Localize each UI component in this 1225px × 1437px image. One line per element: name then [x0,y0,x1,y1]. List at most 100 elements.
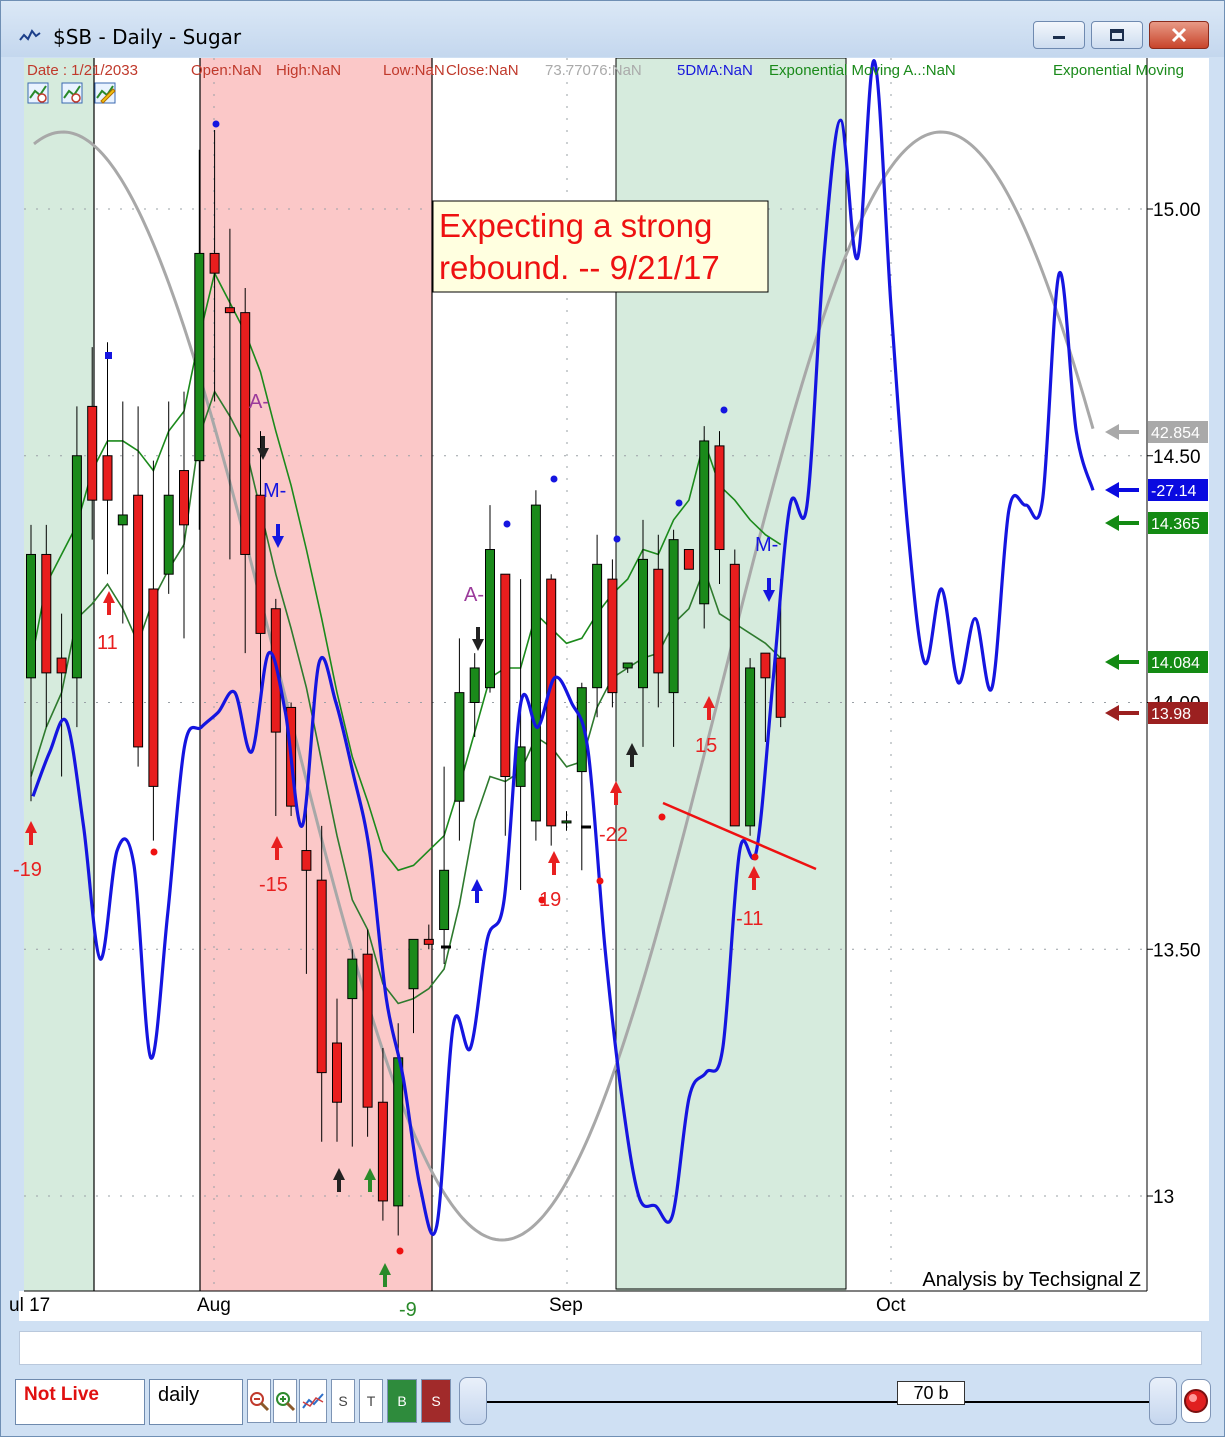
candle[interactable] [102,342,113,575]
sell-arrow-icon [763,578,775,602]
arrow-shape [471,879,483,903]
close-button[interactable] [1149,21,1209,49]
low-signal-dot [396,1247,404,1255]
candle[interactable] [316,825,327,1142]
scroll-right-thumb[interactable] [1149,1377,1177,1425]
buy-arrow-icon [610,781,622,805]
scroll-track[interactable] [481,1401,1165,1403]
candle[interactable] [500,573,511,836]
candle[interactable] [41,524,52,728]
signal-label: 15 [695,735,717,757]
candle-body [102,455,113,501]
candle[interactable] [332,998,342,1142]
candle[interactable] [469,653,480,738]
indicator-button[interactable] [299,1379,327,1423]
annotation-box[interactable]: Expecting a strong rebound. -- 9/21/17 [432,200,769,293]
candle[interactable] [561,811,572,831]
buy-arrow-icon [748,866,760,890]
buy-arrow-icon [271,836,283,860]
candle[interactable] [530,490,541,841]
candle[interactable] [408,938,419,1034]
live-status-button[interactable]: Not Live [15,1379,145,1425]
high-signal-dot [720,406,728,414]
candle[interactable] [576,682,587,871]
candle[interactable] [133,406,144,767]
candle[interactable] [454,638,465,841]
candle[interactable] [729,549,740,827]
candle[interactable] [362,929,373,1137]
candle[interactable] [485,505,495,693]
candle[interactable] [607,559,618,708]
t-button[interactable]: T [359,1379,383,1423]
close-icon [1150,22,1208,48]
candle[interactable] [240,287,251,654]
candle[interactable] [745,658,756,836]
candle[interactable] [638,519,648,747]
candle[interactable] [194,149,205,530]
info-field: 5DMA:NaN [677,62,753,79]
arrow-shape [25,821,37,845]
scroll-left-thumb[interactable] [459,1377,487,1425]
sell-button[interactable]: S [421,1379,451,1423]
period-selector[interactable]: daily [149,1379,243,1425]
candle[interactable] [163,401,174,594]
buy-arrow-icon [333,1168,345,1192]
bar-count-display[interactable]: 70 b [897,1381,965,1405]
chart-tool-icon-2[interactable] [61,82,83,104]
low-signal-dot [751,853,759,861]
candle-body [71,455,82,679]
candle[interactable] [683,549,694,570]
zoom-out-button[interactable] [247,1379,271,1423]
candle[interactable] [423,924,434,950]
price-tag-label: 42.854 [1151,425,1200,442]
candle[interactable] [209,130,220,402]
candle[interactable] [26,524,36,802]
price-tag: 42.854 [1105,421,1208,443]
candle[interactable] [87,347,98,540]
info-field: High:NaN [276,62,341,79]
candle[interactable] [255,431,266,708]
candle-body [485,549,495,689]
candle[interactable] [347,949,358,1147]
buy-arrow-icon [471,879,483,903]
candle[interactable] [71,406,82,728]
title-bar[interactable]: $SB - Daily - Sugar [1,1,1224,57]
candle[interactable] [699,426,710,629]
candle[interactable] [56,613,67,777]
x-axis-label: Oct [876,1295,906,1316]
candle[interactable] [668,529,679,747]
buy-arrow-icon [25,821,37,845]
candle[interactable] [653,534,664,708]
candle[interactable] [301,801,312,974]
candle[interactable] [179,391,189,639]
candle[interactable] [546,574,557,846]
candle[interactable] [148,460,159,841]
arrow-shape [610,781,622,805]
buy-button[interactable]: B [387,1379,417,1423]
candle[interactable] [714,431,725,585]
zoom-in-button[interactable] [273,1379,297,1423]
candle[interactable] [592,534,603,718]
candle[interactable] [760,652,771,742]
candle-body [332,1042,342,1103]
candle-body [194,252,205,462]
chart-tool-icon-1[interactable] [27,82,49,104]
candle[interactable] [622,662,633,673]
candle[interactable] [117,401,128,624]
support-trendline[interactable] [662,801,817,871]
buy-arrow-icon [548,851,560,875]
candle[interactable] [377,1047,388,1221]
price-chart[interactable]: -19 11 -15 19 -22 15 -11 -9 A- A- M- M- 15.00 14.50 1… [1,1,1225,1321]
s-button[interactable]: S [331,1379,355,1423]
minimize-button[interactable] [1033,21,1085,49]
candle[interactable] [439,766,450,965]
maximize-button[interactable] [1091,21,1143,49]
price-tag-arrow-icon [1105,482,1139,498]
candle-body [362,953,373,1108]
candle-body [638,558,648,689]
x-axis-label: Sep [549,1295,583,1316]
chart-edit-icon[interactable] [94,82,116,104]
candle[interactable] [224,228,235,560]
record-button[interactable] [1181,1379,1211,1423]
candle-body [240,312,251,555]
